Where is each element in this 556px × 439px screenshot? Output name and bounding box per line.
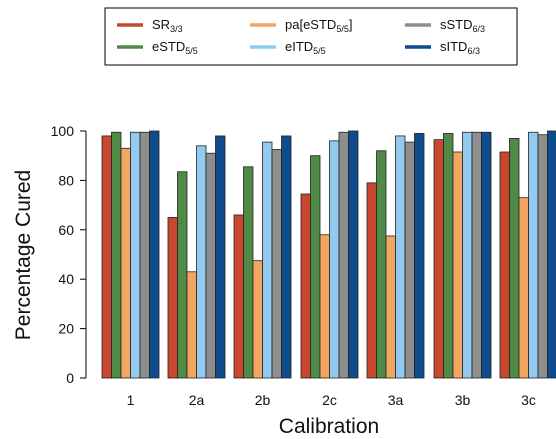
legend-label: pa[eSTD5/5] xyxy=(285,17,352,34)
bar xyxy=(385,235,396,379)
legend-label: SR3/3 xyxy=(152,17,183,34)
legend-item: pa[eSTD5/5] xyxy=(250,17,352,34)
bar xyxy=(404,141,415,379)
bar xyxy=(471,131,482,379)
bar xyxy=(149,130,160,379)
x-tick-label: 1 xyxy=(127,392,135,408)
x-axis-label: Calibration xyxy=(279,415,379,438)
bar xyxy=(319,234,330,379)
bar xyxy=(205,152,216,379)
x-tick-label: 2b xyxy=(255,392,271,408)
bar xyxy=(310,155,321,379)
legend-box xyxy=(104,7,518,66)
bar xyxy=(243,166,254,379)
legend-item: SR3/3 xyxy=(117,17,183,34)
bar xyxy=(338,131,349,379)
bar xyxy=(233,214,244,379)
bar xyxy=(366,182,377,379)
bar xyxy=(196,145,207,379)
legend-item: eSTD5/5 xyxy=(117,39,198,56)
bar xyxy=(528,131,539,379)
bar xyxy=(101,135,112,379)
legend: SR3/3 eSTD5/5 pa[eSTD5/5] eITD5/5 sSTD6/3 sIT… xyxy=(104,7,518,66)
bar xyxy=(262,141,273,379)
bar xyxy=(481,131,492,379)
bar xyxy=(509,138,520,379)
axes: 0 20 40 60 80 100 1 2a 2b 2c 3a 3b 3c xyxy=(51,123,536,408)
bar xyxy=(518,197,529,379)
legend-label: eITD5/5 xyxy=(285,39,326,56)
bar xyxy=(443,133,454,379)
bar xyxy=(177,171,188,379)
bar xyxy=(452,151,463,379)
bar xyxy=(111,131,122,379)
y-tick-label: 100 xyxy=(51,123,75,139)
legend-item: sITD6/3 xyxy=(405,39,480,56)
bar xyxy=(215,135,226,379)
bar xyxy=(348,130,359,379)
bar xyxy=(414,133,425,379)
legend-label: eSTD5/5 xyxy=(152,39,198,56)
bar xyxy=(281,135,292,379)
legend-label: sITD6/3 xyxy=(440,39,480,56)
bar xyxy=(547,130,556,379)
y-axis-label: Percentage Cured xyxy=(12,170,35,340)
bar xyxy=(395,135,406,379)
legend-label: sSTD6/3 xyxy=(440,17,485,34)
bar xyxy=(252,260,263,379)
bar xyxy=(186,271,197,379)
y-tick-label: 60 xyxy=(58,222,74,238)
y-tick-label: 0 xyxy=(66,370,74,386)
bars xyxy=(101,130,556,379)
bar xyxy=(433,139,444,379)
x-tick-label: 3a xyxy=(388,392,404,408)
bar xyxy=(120,147,131,379)
bar xyxy=(499,151,510,379)
x-tick-label: 2c xyxy=(322,392,337,408)
bar xyxy=(376,150,387,379)
x-tick-label: 3c xyxy=(521,392,536,408)
bar xyxy=(271,149,282,379)
x-tick-label: 2a xyxy=(189,392,205,408)
y-tick-label: 40 xyxy=(58,271,74,287)
legend-item: sSTD6/3 xyxy=(405,17,485,34)
bar xyxy=(462,131,473,379)
bar xyxy=(139,131,150,379)
legend-item: eITD5/5 xyxy=(250,39,326,56)
x-tick-label: 3b xyxy=(455,392,471,408)
y-tick-label: 80 xyxy=(58,172,74,188)
bar xyxy=(167,217,178,379)
bar xyxy=(300,193,311,379)
y-tick-label: 20 xyxy=(58,321,74,337)
bar xyxy=(130,131,141,379)
bar xyxy=(329,140,340,379)
bar xyxy=(537,134,548,379)
